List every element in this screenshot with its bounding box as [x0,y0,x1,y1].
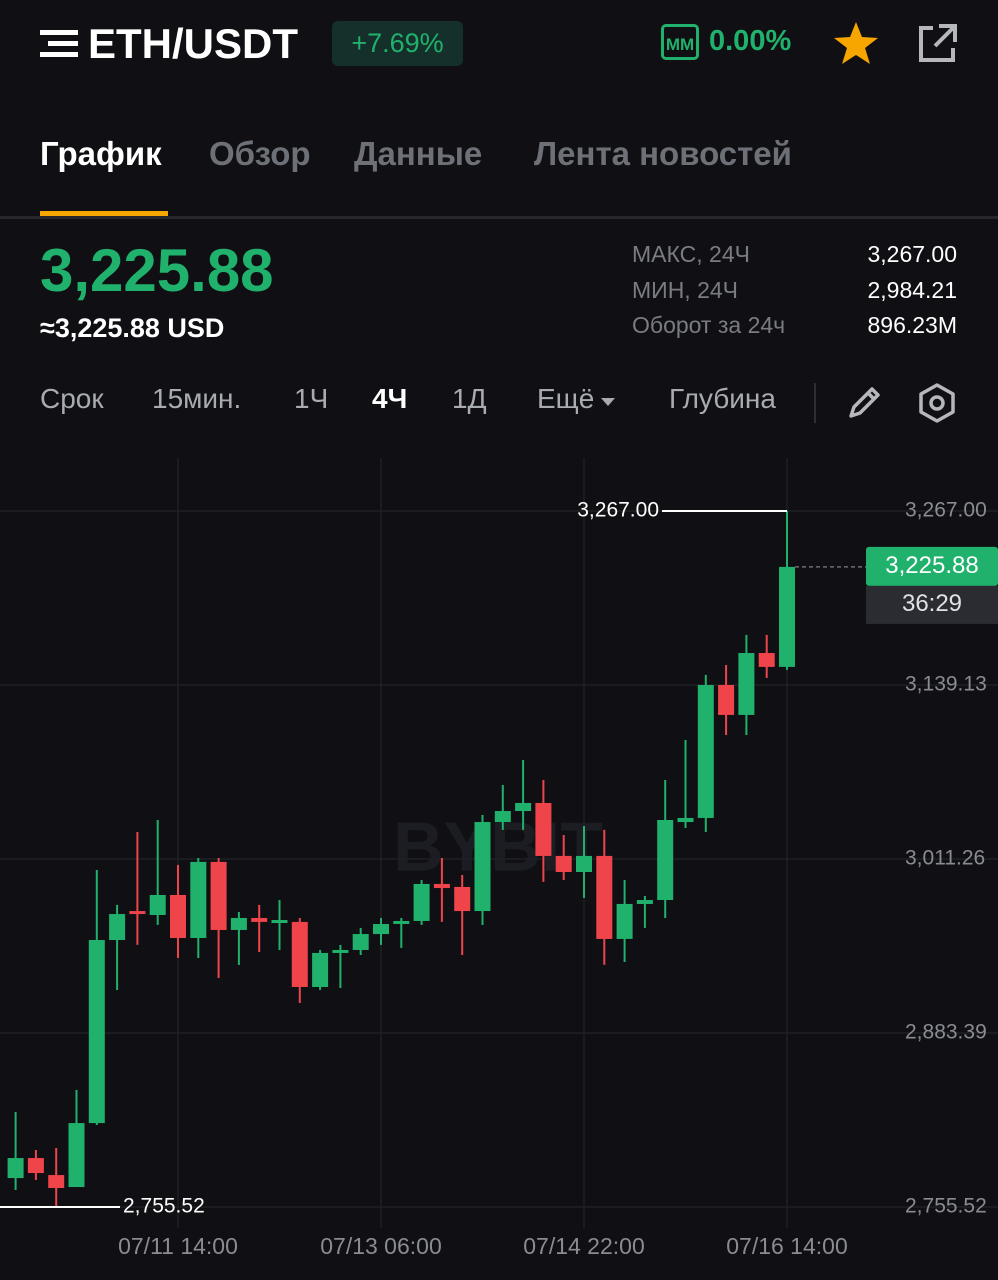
x-tick-label: 07/13 06:00 [320,1233,442,1259]
low-marker-label: 2,755.52 [123,1195,205,1218]
countdown: 36:29 [902,590,962,617]
x-tick-label: 07/11 14:00 [118,1233,238,1259]
stat-label: Оборот за 24ч [632,312,786,338]
candle-body [413,883,430,921]
stat-label: МИН, 24Ч [632,277,738,303]
candle-body [48,1175,65,1188]
candle-body [474,822,491,912]
timeframe[interactable]: 4Ч [372,383,408,414]
menu-icon[interactable] [40,28,78,60]
change: +7.69% [332,21,463,66]
candle-body [454,886,471,912]
x-tick-label: 07/14 22:00 [523,1233,645,1259]
timeframe[interactable]: 1Ч [294,383,329,414]
timeframe-more[interactable]: Ещё [537,383,595,414]
candle-body [616,903,633,939]
candle-body [332,949,349,953]
tab[interactable]: Обзор [209,135,311,172]
candle-body [677,817,694,823]
timeframe[interactable]: 15мин. [152,383,242,414]
candle-body [393,920,410,924]
y-tick-label: 2,883.39 [905,1021,987,1044]
stat-value: 3,267.00 [867,241,957,267]
tab[interactable]: Данные [354,135,483,172]
y-tick-label: 3,011.26 [905,847,985,870]
divider [0,216,998,219]
candle-body [129,911,146,915]
candle-body [758,653,775,667]
favorite-star[interactable] [832,20,880,66]
candle-body [636,900,653,904]
candle-body [494,811,511,823]
y-tick-label: 2,755.52 [905,1195,987,1218]
candle-body [7,1158,24,1179]
candle-body [109,914,126,941]
candle-body [230,917,247,930]
candle-body [596,855,613,939]
x-tick-label: 07/16 14:00 [726,1233,848,1259]
candle-body [27,1158,44,1174]
last-price-label: 3,225.88 [885,552,978,579]
candle-body [149,894,166,915]
countdown-box [866,585,998,624]
separator [814,383,816,423]
candle-body [352,934,369,950]
y-tick-label: 3,139.13 [905,673,987,696]
stat-value: 896.23M [867,312,957,338]
last-price-box [866,546,998,586]
share-icon[interactable] [915,22,959,66]
candle-body [312,952,329,987]
candle-body [251,917,268,922]
mm-badge[interactable]: ММ [661,24,699,60]
candle-body [515,802,532,812]
draw-icon[interactable] [846,383,884,421]
candle-body [271,920,288,924]
high-marker-label: 3,267.00 [577,498,659,521]
candle-body [373,923,389,935]
y-tick-label: 3,267.00 [905,498,987,521]
stat-label: МАКС, 24Ч [632,241,750,267]
candle-body [535,802,552,856]
pair[interactable]: ETH/USDT [88,20,298,67]
candle-body [576,855,592,872]
candle-body [291,921,308,987]
timeframe-label: Срок [40,383,104,414]
settings-icon[interactable] [916,382,958,424]
candle-body [718,684,735,715]
usd-price: ≈3,225.88 USD [40,313,225,343]
candle-body [88,940,105,1124]
depth[interactable]: Глубина [669,383,776,414]
candle-body [190,861,207,938]
stat-value: 2,984.21 [867,277,957,303]
timeframe[interactable]: 1Д [452,383,487,414]
tab-underline [40,211,168,216]
candle-body [68,1123,85,1188]
candle-body [555,855,572,872]
candle-body [210,861,227,930]
candle-body [738,653,755,715]
candle-body [697,684,714,818]
candle-body [170,894,186,938]
dropdown-arrow [601,398,615,406]
tab[interactable]: График [40,135,162,172]
mm-value: 0.00% [709,25,792,57]
candle-body [779,566,795,667]
last-price: 3,225.88 [40,237,274,304]
candle-body [657,820,674,901]
tab[interactable]: Лента новостей [534,135,792,172]
candle-body [433,883,450,889]
